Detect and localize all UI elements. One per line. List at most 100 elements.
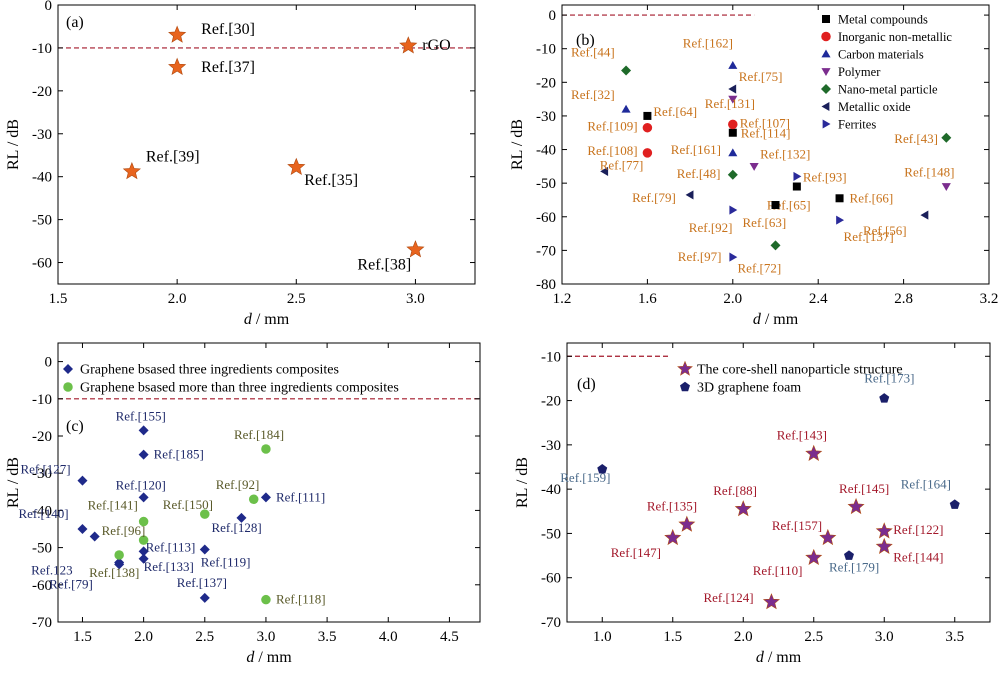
y-tick-label: -20	[32, 84, 52, 100]
data-label: Ref.[30]	[201, 21, 255, 38]
data-point	[236, 512, 247, 523]
x-axis-label: d / mm	[753, 311, 799, 328]
data-label: Ref.[35]	[304, 172, 358, 189]
data-label: Ref.[145]	[839, 481, 889, 496]
y-tick-label: -60	[32, 578, 52, 594]
data-label: Ref.[43]	[894, 131, 938, 146]
data-point	[643, 111, 652, 120]
data-label: Ref.[133]	[144, 559, 194, 574]
x-tick-label: 2.5	[195, 629, 214, 645]
plot-frame	[57, 4, 476, 285]
y-tick-label: -60	[541, 571, 561, 587]
y-tick-label: -80	[536, 277, 556, 293]
plot-frame	[566, 342, 991, 623]
data-label: Ref.[131]	[705, 96, 755, 111]
data-label: Ref.[148]	[904, 165, 954, 180]
x-tick-label: 2.5	[804, 629, 823, 645]
legend-marker	[63, 364, 73, 374]
data-label: Ref.[119]	[201, 554, 251, 569]
data-point	[847, 497, 865, 515]
legend-entry: Metal compounds	[838, 13, 928, 27]
legend-marker	[821, 49, 831, 58]
data-label: Ref.[38]	[357, 257, 411, 274]
data-point	[793, 171, 802, 181]
data-label: Ref.[79]	[632, 190, 676, 205]
data-point	[89, 531, 100, 542]
y-tick-label: -20	[536, 75, 556, 91]
data-point	[805, 444, 823, 461]
data-label: Ref.[155]	[116, 408, 166, 423]
data-point	[642, 122, 653, 133]
data-point	[621, 65, 632, 76]
y-tick-label: -40	[541, 482, 561, 498]
data-point	[138, 449, 149, 460]
data-label: Ref.[143]	[777, 428, 827, 443]
data-label: Ref.[132]	[760, 146, 810, 161]
y-tick-label: -20	[32, 429, 52, 445]
y-tick-label: -60	[536, 210, 556, 226]
data-point	[729, 205, 738, 215]
data-point	[770, 240, 781, 251]
data-point	[941, 132, 952, 143]
data-label: Ref.[120]	[116, 477, 166, 492]
data-label: Ref.[147]	[611, 545, 661, 560]
x-tick-label: 1.5	[663, 629, 682, 645]
data-label: Ref.[75]	[739, 69, 783, 84]
data-label: Ref.[108]	[587, 143, 637, 158]
data-point	[406, 240, 425, 258]
y-tick-label: -30	[32, 466, 52, 482]
x-tick-label: 3.5	[945, 629, 964, 645]
data-label: Ref.[179]	[829, 560, 879, 575]
data-point	[248, 494, 259, 504]
data-point	[728, 148, 738, 157]
y-tick-label: -50	[541, 526, 561, 542]
legend-entry: Carbon materials	[838, 48, 924, 62]
legend-entry: The core-shell nanoparticle structure	[697, 363, 903, 378]
data-label: rGO	[422, 37, 450, 54]
data-label: Ref.[111]	[276, 489, 325, 504]
data-point	[728, 95, 738, 104]
data-label: Ref.123	[31, 562, 73, 577]
data-point	[77, 524, 88, 534]
y-tick-label: -50	[32, 213, 52, 229]
legend-entry: Graphene bsased three ingredients compos…	[80, 363, 339, 378]
legend-marker	[822, 15, 830, 23]
data-point	[122, 161, 141, 180]
data-label: Ref.[137]	[177, 575, 227, 590]
data-label: Ref.[96]	[102, 523, 146, 538]
data-label: Ref.[144]	[893, 550, 943, 565]
chart-panel-4: 1.0 1.5 2.0 2.5 3.0 3.5 -10 -20 -30 -40 -50 -60 -70 d…	[514, 342, 991, 666]
data-label: Ref.[97]	[678, 249, 722, 264]
data-label: Ref.[140]	[18, 506, 68, 521]
data-point	[621, 104, 631, 113]
data-point	[920, 210, 929, 220]
data-point	[875, 537, 893, 554]
panel-tag: (b)	[576, 32, 595, 49]
data-point	[138, 516, 149, 527]
y-axis-label: RL / dB	[5, 457, 22, 508]
data-point	[642, 148, 653, 158]
x-tick-label: 2.0	[168, 291, 187, 307]
x-tick-label: 3.0	[257, 629, 276, 645]
data-label: Ref.[118]	[276, 592, 326, 607]
data-label: Ref.[107]	[740, 115, 790, 130]
y-axis-label: RL / dB	[514, 457, 531, 508]
y-tick-label: -50	[32, 541, 52, 557]
data-label: Ref.[122]	[893, 522, 943, 537]
data-point	[728, 128, 737, 137]
data-label: Ref.[164]	[901, 477, 951, 492]
data-label: Ref.[135]	[647, 499, 697, 514]
data-point	[138, 492, 149, 503]
y-tick-label: -10	[32, 41, 52, 57]
y-tick-label: -70	[536, 243, 556, 259]
x-axis-label: d / mm	[756, 649, 802, 666]
y-tick-label: -30	[536, 109, 556, 125]
x-tick-label: 3.2	[980, 291, 999, 307]
y-tick-label: 0	[45, 355, 53, 371]
y-tick-label: -30	[32, 127, 52, 143]
data-point	[844, 550, 854, 560]
x-tick-label: 3.5	[318, 629, 337, 645]
legend-marker	[63, 382, 73, 392]
legend-entry: Inorganic non-metallic	[838, 30, 952, 44]
data-label: Ref.[44]	[571, 45, 615, 60]
